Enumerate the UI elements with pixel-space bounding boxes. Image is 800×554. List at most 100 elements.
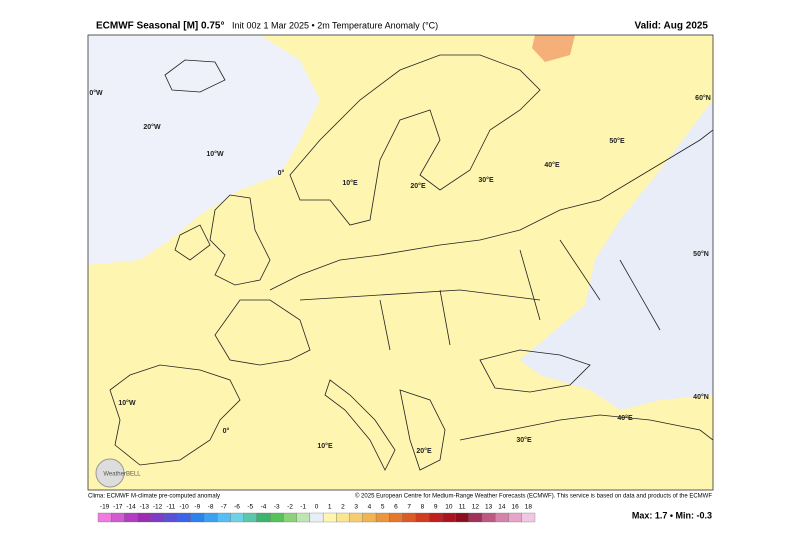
logo-mark [95,458,125,488]
colorbar-label: -1 [300,504,306,511]
title: ECMWF Seasonal [M] 0.75° [96,21,224,32]
colorbar-swatch [442,512,456,523]
grid-label: 10°W [118,399,136,407]
colorbar-label: 5 [381,504,385,511]
colorbar-swatch [336,512,350,523]
colorbar-label: 3 [354,504,358,511]
colorbar-label: 13 [485,504,493,511]
grid-labels: 0°W 20°W 10°W 0° 10°E 20°E 30°E 40°E 50°E 60°N 50°… [89,89,710,455]
colorbar-swatch [521,512,536,523]
colorbar-label: -19 [100,504,110,511]
colorbar-label: -6 [234,504,240,511]
colorbar-swatch [164,512,178,523]
colorbar-swatch [309,512,324,523]
colorbar-label: 2 [341,504,345,511]
colorbar-label: -11 [166,504,175,511]
grid-label: 30°E [478,176,494,184]
colorbar-swatch [362,512,377,523]
colorbar-label: 18 [525,504,533,511]
valid-date: Valid: Aug 2025 [634,21,708,32]
colorbar-label: 4 [368,504,372,511]
map-frame [87,34,714,491]
colorbar-swatch [97,512,112,523]
colorbar-swatch [349,512,363,523]
anomaly-cool-east [520,100,713,410]
max-min: Max: 1.7 • Min: -0.3 [632,510,712,520]
colorbar-label: -13 [140,504,150,511]
colorbar-swatch [455,512,469,523]
grid-label: 40°E [617,414,633,422]
colorbar-label: -17 [113,504,123,511]
grid-label: 40°N [693,393,709,401]
colorbar-label: 10 [445,504,453,511]
grid-label: 0° [278,169,285,177]
colorbar-label: 14 [498,504,506,511]
colorbar-swatch [270,512,284,523]
colorbar-label: 0 [315,504,319,511]
colorbar-swatch [190,512,205,523]
colorbar-label: -8 [208,504,214,511]
colorbar-swatch [111,512,125,523]
colorbar-label: 12 [472,504,480,511]
colorbar-swatch [243,512,258,523]
map-body [88,35,713,490]
grid-label: 30°E [516,436,532,444]
grid-label: 10°E [342,179,358,187]
colorbar-swatch [468,512,483,523]
colorbar-swatch [402,512,416,523]
colorbar-label: 9 [434,504,438,511]
colorbar-swatch [230,512,244,523]
colorbar-swatch [415,512,430,523]
grid-label: 50°N [693,250,709,258]
grid-label: 0° [223,427,230,435]
colorbar-label: 16 [512,504,520,511]
grid-label: 40°E [544,161,560,169]
logo: WeatherBELL [103,472,141,478]
colorbar-swatch [375,512,390,523]
colorbar-swatch [283,512,297,523]
colorbar-swatch [137,512,152,523]
grid-label: 20°E [410,182,426,190]
grid-label: 0°W [89,89,103,97]
colorbar-swatch [124,512,138,523]
copyright: © 2025 European Centre for Medium-Range … [355,493,712,500]
clima-note: Clima: ECMWF M-climate pre-computed anom… [88,494,220,500]
colorbar-label: -12 [153,504,163,511]
colorbar-label: -14 [126,504,136,511]
subtitle: Init 00z 1 Mar 2025 • 2m Temperature Ano… [232,20,438,30]
grid-label: 60°N [695,94,711,102]
colorbar-label: 11 [459,504,466,511]
colorbar-label: 6 [394,504,398,511]
anomaly-warm-north [532,35,575,62]
colorbar-label: 8 [421,504,425,511]
colorbar-swatch [389,512,403,523]
grid-label: 10°E [317,442,333,450]
colorbar-swatch [203,512,218,523]
grid-label: 10°W [206,150,224,158]
sea-placeholder [298,344,521,401]
colorbar-swatch [217,512,231,523]
grid-label: 50°E [609,137,625,145]
colorbar-swatch [481,512,496,523]
colorbar-label: -7 [221,504,227,511]
grid-label: 20°E [416,447,432,455]
colorbar-label: 1 [328,504,332,511]
colorbar-label: -3 [274,504,280,511]
colorbar-swatch [428,512,443,523]
colorbar-swatch [508,512,522,523]
anomaly-cool-ocean [88,35,320,265]
colorbar-swatch [256,512,271,523]
grid-label: 20°W [143,123,161,131]
coastlines [109,54,713,471]
colorbar-label: -9 [194,504,200,511]
colorbar-swatch [322,512,337,523]
map: WeatherBELL 0°W 20°W 10°W 0° 10°E 20°E 30°E 40°… [87,34,714,491]
colorbar-swatch [296,512,311,523]
colorbar-label: 7 [407,504,411,511]
colorbar-label: -10 [179,504,189,511]
colorbar-label: -5 [247,504,253,511]
colorbar: -19 -17 -14 -13 -12 -11 -10 -9 -8 -7 -6 -5 -4 -3 -2 -1 0… [97,504,536,523]
colorbar-swatch [150,512,165,523]
